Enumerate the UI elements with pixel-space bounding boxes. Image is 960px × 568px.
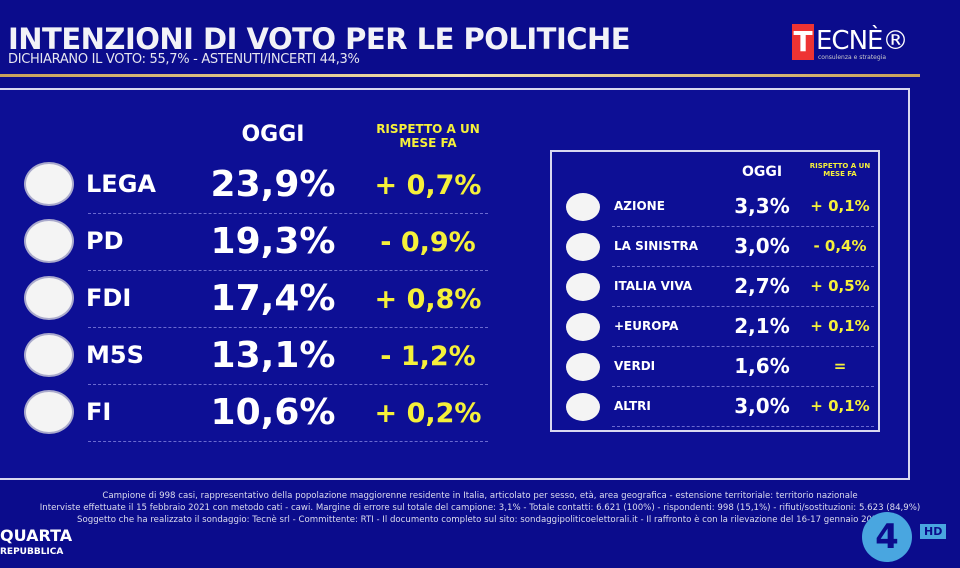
table-row: LA SINISTRA 3,0% - 0,4% xyxy=(552,227,878,267)
oggi-value: 1,6% xyxy=(734,354,790,378)
change-value: + 0,8% xyxy=(374,284,482,315)
change-value: - 1,2% xyxy=(380,341,476,372)
row-divider xyxy=(88,384,488,385)
oggi-value: 17,4% xyxy=(210,278,336,319)
row-divider xyxy=(612,226,874,227)
party-name: LA SINISTRA xyxy=(614,239,699,253)
party-name: M5S xyxy=(86,341,144,369)
party-name: PD xyxy=(86,227,124,255)
row-divider xyxy=(612,346,874,347)
oggi-value: 3,0% xyxy=(734,394,790,418)
footer-line: Soggetto che ha realizzato il sondaggio:… xyxy=(77,515,883,525)
row-divider xyxy=(612,386,874,387)
row-divider xyxy=(88,213,488,214)
channel-logo: 4 xyxy=(862,512,912,562)
party-name: ALTRI xyxy=(614,399,651,413)
party-logo-icon xyxy=(24,219,74,263)
subtitle: DICHIARANO IL VOTO: 55,7% - ASTENUTI/INC… xyxy=(8,52,360,67)
change-value: + 0,5% xyxy=(810,277,870,295)
row-divider xyxy=(88,270,488,271)
footer-line: Campione di 998 casi, rappresentativo de… xyxy=(102,491,858,501)
divider xyxy=(0,74,920,77)
change-value: - 0,9% xyxy=(380,227,476,258)
party-logo-icon xyxy=(566,233,600,261)
party-logo-icon xyxy=(24,333,74,377)
party-logo-icon xyxy=(566,353,600,381)
party-logo-icon xyxy=(24,276,74,320)
header-oggi-minor: OGGI xyxy=(741,164,783,180)
party-logo-icon xyxy=(24,390,74,434)
minor-parties-box: OGGI RISPETTO A UN MESE FA AZIONE 3,3% +… xyxy=(550,150,880,432)
change-value: + 0,7% xyxy=(374,170,482,201)
party-logo-icon xyxy=(24,162,74,206)
table-row: M5S 13,1% - 1,2% xyxy=(0,329,488,385)
methodology-footer: Campione di 998 casi, rappresentativo de… xyxy=(0,490,960,526)
oggi-value: 10,6% xyxy=(210,392,336,433)
header-oggi: OGGI xyxy=(241,122,305,147)
main-panel: OGGI RISPETTO A UN MESE FA LEGA 23,9% + … xyxy=(0,88,910,480)
oggi-value: 13,1% xyxy=(210,335,336,376)
row-divider xyxy=(612,306,874,307)
header-rispetto: RISPETTO A UN MESE FA xyxy=(376,122,480,150)
party-logo-icon xyxy=(566,313,600,341)
show-logo: QUARTA REPUBBLICA xyxy=(0,526,73,558)
footer-line: Interviste effettuate il 15 febbraio 202… xyxy=(39,503,921,513)
oggi-value: 3,0% xyxy=(734,234,790,258)
header-rispetto-minor: RISPETTO A UN MESE FA xyxy=(809,162,871,178)
row-divider xyxy=(88,327,488,328)
table-row: VERDI 1,6% = xyxy=(552,347,878,387)
change-value: = xyxy=(833,357,847,375)
party-name: FDI xyxy=(86,284,132,312)
change-value: + 0,1% xyxy=(810,317,870,335)
table-row: +EUROPA 2,1% + 0,1% xyxy=(552,307,878,347)
page-title: INTENZIONI DI VOTO PER LE POLITICHE xyxy=(8,22,631,56)
oggi-value: 3,3% xyxy=(734,194,790,218)
oggi-value: 2,7% xyxy=(734,274,790,298)
table-row: ALTRI 3,0% + 0,1% xyxy=(552,387,878,427)
party-name: LEGA xyxy=(86,170,156,198)
row-divider xyxy=(612,426,874,427)
hd-badge: HD xyxy=(920,524,947,539)
row-divider xyxy=(612,266,874,267)
change-value: - 0,4% xyxy=(813,237,867,255)
row-divider xyxy=(88,441,488,442)
party-logo-icon xyxy=(566,393,600,421)
table-row: FDI 17,4% + 0,8% xyxy=(0,272,488,328)
table-row: FI 10,6% + 0,2% xyxy=(0,386,488,442)
party-logo-icon xyxy=(566,273,600,301)
tecne-logo: T ECNÈ® consulenza e strategia xyxy=(792,24,908,61)
party-name: VERDI xyxy=(614,359,656,373)
oggi-value: 2,1% xyxy=(734,314,790,338)
party-name: FI xyxy=(86,398,112,426)
oggi-value: 23,9% xyxy=(210,164,336,205)
change-value: + 0,2% xyxy=(374,398,482,429)
party-name: AZIONE xyxy=(614,199,665,213)
change-value: + 0,1% xyxy=(810,197,870,215)
table-row: PD 19,3% - 0,9% xyxy=(0,215,488,271)
change-value: + 0,1% xyxy=(810,397,870,415)
party-logo-icon xyxy=(566,193,600,221)
party-name: +EUROPA xyxy=(614,319,679,333)
table-row: ITALIA VIVA 2,7% + 0,5% xyxy=(552,267,878,307)
table-row: AZIONE 3,3% + 0,1% xyxy=(552,187,878,227)
table-row: LEGA 23,9% + 0,7% xyxy=(0,158,488,214)
party-name: ITALIA VIVA xyxy=(614,279,693,293)
oggi-value: 19,3% xyxy=(210,221,336,262)
